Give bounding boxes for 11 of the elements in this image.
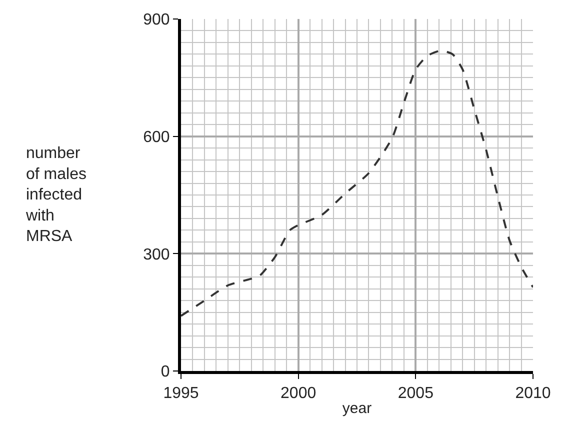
y-tick-label: 300 (143, 246, 170, 264)
x-axis-title: year (342, 400, 372, 418)
x-tick-label: 2005 (398, 385, 434, 402)
x-tick-label: 1995 (163, 385, 199, 402)
y-tick-label: 900 (143, 12, 170, 29)
line-series (181, 50, 533, 317)
y-tick-label: 600 (143, 128, 170, 146)
y-axis-title: number of males infected with MRSA (25, 145, 86, 246)
y-tick-label: 0 (160, 364, 170, 381)
x-tick-label: 2010 (515, 385, 551, 402)
x-tick-label: 2000 (280, 385, 316, 402)
